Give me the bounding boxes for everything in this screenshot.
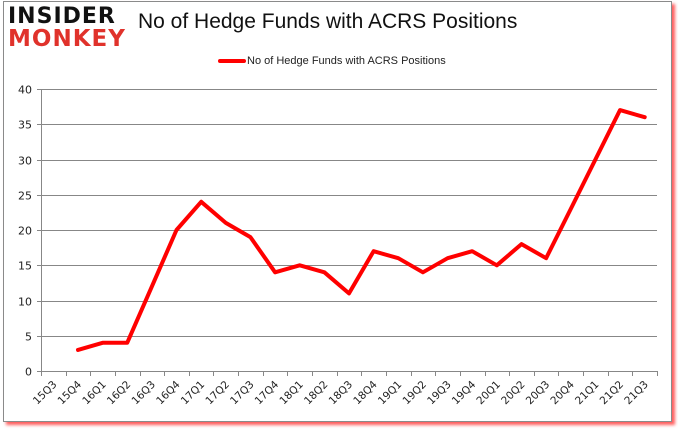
x-tick-label: 18Q1 [277, 379, 306, 408]
x-tick-label: 17Q4 [253, 378, 282, 407]
x-tick-label: 16Q4 [154, 378, 183, 407]
y-tick-label: 25 [18, 190, 32, 203]
legend-line-swatch-icon [218, 59, 246, 63]
x-tick-label: 17Q3 [228, 379, 257, 408]
x-tick-label: 15Q4 [56, 378, 85, 407]
legend-label: No of Hedge Funds with ACRS Positions [247, 55, 446, 67]
x-tick-label: 21Q3 [622, 379, 651, 408]
x-axis: 15Q315Q416Q116Q216Q316Q417Q117Q217Q317Q4… [31, 371, 658, 407]
series-line [76, 108, 647, 352]
insider-monkey-logo: INSIDER MONKEY [8, 6, 126, 54]
y-tick-label: 30 [18, 155, 32, 168]
y-tick-label: 20 [18, 225, 32, 238]
y-axis: 0 5 10 15 20 25 30 35 40 [18, 84, 42, 379]
x-tick-label: 20Q4 [548, 378, 577, 407]
y-tick-label: 35 [18, 119, 32, 132]
x-tick-label: 19Q2 [401, 379, 430, 408]
x-tick-label: 16Q1 [80, 379, 109, 408]
y-tick-label: 10 [18, 296, 32, 309]
x-tick-label: 19Q1 [376, 379, 405, 408]
chart-title: No of Hedge Funds with ACRS Positions [138, 10, 518, 33]
x-tick-label: 18Q3 [327, 379, 356, 408]
x-tick-label: 16Q3 [129, 379, 158, 408]
x-tick-label: 21Q1 [573, 379, 602, 408]
x-tick-label: 16Q2 [105, 379, 134, 408]
x-tick-label: 20Q3 [524, 379, 553, 408]
x-tick-label: 15Q3 [31, 379, 60, 408]
y-tick-label: 0 [25, 366, 32, 379]
y-tick-label: 5 [25, 331, 32, 344]
x-tick-label: 18Q2 [302, 379, 331, 408]
x-tick-label: 19Q4 [450, 378, 479, 407]
x-tick-label: 17Q2 [203, 379, 232, 408]
x-tick-label: 20Q2 [499, 379, 528, 408]
logo-text-monkey: MONKEY [8, 26, 126, 52]
logo-text-insider: INSIDER [8, 4, 116, 29]
x-tick-label: 21Q2 [598, 379, 627, 408]
gridlines [41, 89, 657, 337]
x-tick-label: 20Q1 [474, 379, 503, 408]
y-tick-label: 15 [18, 260, 32, 273]
y-tick-label: 40 [18, 84, 32, 97]
chart-frame [3, 1, 672, 422]
x-tick-label: 19Q3 [425, 379, 454, 408]
x-tick-label: 18Q4 [351, 378, 380, 407]
x-tick-label: 17Q1 [179, 379, 208, 408]
chart-legend: No of Hedge Funds with ACRS Positions [218, 53, 446, 69]
